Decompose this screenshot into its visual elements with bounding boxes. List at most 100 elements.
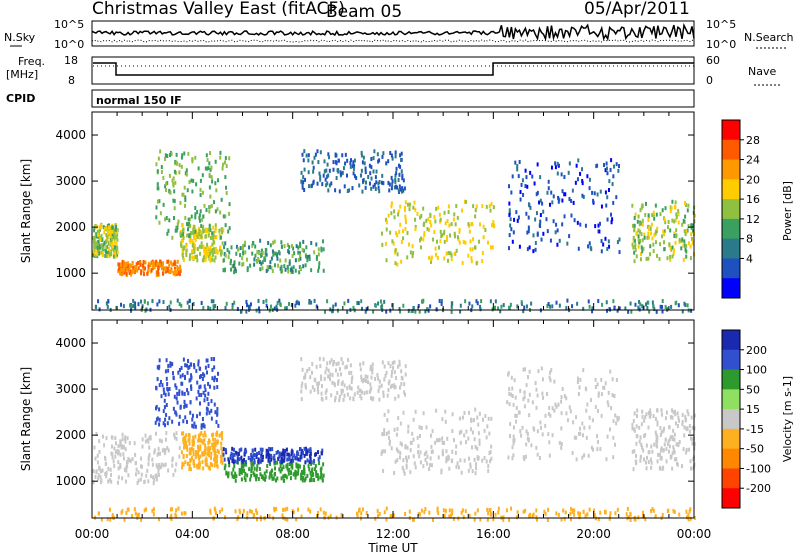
data-cell xyxy=(178,414,181,419)
data-cell xyxy=(489,245,492,250)
data-cell xyxy=(404,372,407,377)
data-cell xyxy=(200,439,203,444)
data-cell xyxy=(265,448,268,453)
data-cell xyxy=(265,252,268,257)
data-cell xyxy=(341,388,344,393)
data-cell xyxy=(147,479,150,484)
data-cell xyxy=(528,245,531,250)
data-cell xyxy=(673,432,676,437)
data-cell xyxy=(551,433,554,438)
data-cell xyxy=(522,367,525,372)
data-cell xyxy=(684,243,687,248)
data-cell xyxy=(162,300,165,305)
data-cell xyxy=(506,400,509,405)
data-cell xyxy=(510,190,513,195)
data-cell xyxy=(328,168,331,173)
data-cell xyxy=(475,299,478,304)
data-cell xyxy=(386,418,389,423)
data-cell xyxy=(313,458,316,463)
data-cell xyxy=(184,376,187,381)
data-cell xyxy=(335,362,338,367)
data-cell xyxy=(239,246,242,251)
data-cell xyxy=(468,456,471,461)
data-cell xyxy=(204,450,207,455)
data-cell xyxy=(167,259,170,264)
data-cell xyxy=(534,381,537,386)
freq-label-line1: Freq. xyxy=(18,55,45,68)
data-cell xyxy=(389,151,392,156)
data-cell xyxy=(546,517,549,522)
data-cell xyxy=(142,264,145,269)
data-cell xyxy=(238,508,241,513)
data-cell xyxy=(313,377,316,382)
data-cell xyxy=(171,362,174,367)
data-cell xyxy=(286,466,289,471)
data-cell xyxy=(204,458,207,463)
data-cell xyxy=(524,183,527,188)
data-cell xyxy=(543,509,546,514)
data-cell xyxy=(276,476,279,481)
data-cell xyxy=(404,511,407,516)
data-cell xyxy=(122,268,125,273)
data-cell xyxy=(158,264,161,269)
data-cell xyxy=(532,233,535,238)
data-cell xyxy=(233,300,236,305)
data-cell xyxy=(216,377,219,382)
data-cell xyxy=(448,223,451,228)
data-cell xyxy=(317,252,320,257)
data-cell xyxy=(301,367,304,372)
data-cell xyxy=(672,251,675,256)
data-cell xyxy=(206,358,209,363)
data-cell xyxy=(318,261,321,266)
data-cell xyxy=(93,236,96,241)
data-cell xyxy=(259,472,262,477)
data-cell xyxy=(646,224,649,229)
data-cell xyxy=(541,391,544,396)
data-cell xyxy=(411,431,414,436)
data-cell xyxy=(400,369,403,374)
data-cell xyxy=(684,232,687,237)
data-cell xyxy=(158,358,161,363)
data-cell xyxy=(652,304,655,309)
data-cell xyxy=(551,200,554,205)
data-cell xyxy=(221,436,224,441)
data-cell xyxy=(228,156,231,161)
data-cell xyxy=(174,180,177,185)
data-cell xyxy=(613,305,616,310)
data-cell xyxy=(685,244,688,249)
data-cell xyxy=(188,256,191,261)
data-cell xyxy=(99,469,102,474)
data-cell xyxy=(644,212,647,217)
data-cell xyxy=(208,453,211,458)
data-cell xyxy=(182,437,185,442)
data-cell xyxy=(187,461,190,466)
data-cell xyxy=(463,411,466,416)
data-cell xyxy=(508,212,511,217)
data-cell xyxy=(681,419,684,424)
data-cell xyxy=(487,468,490,473)
data-cell xyxy=(203,373,206,378)
data-cell xyxy=(293,251,296,256)
data-cell xyxy=(547,179,550,184)
data-cell xyxy=(178,389,181,394)
data-cell xyxy=(158,220,161,225)
data-cell xyxy=(652,508,655,513)
data-cell xyxy=(204,365,207,370)
data-cell xyxy=(597,393,600,398)
data-cell xyxy=(308,460,311,465)
data-cell xyxy=(318,381,321,386)
data-cell xyxy=(209,255,212,260)
data-cell xyxy=(202,466,205,471)
data-cell xyxy=(269,260,272,265)
data-cell xyxy=(111,226,114,231)
data-cell xyxy=(636,219,639,224)
data-cell xyxy=(474,245,477,250)
data-cell xyxy=(400,381,403,386)
data-cell xyxy=(190,457,193,462)
data-cell xyxy=(206,370,209,375)
data-cell xyxy=(227,229,230,234)
data-cell xyxy=(297,471,300,476)
data-cell xyxy=(202,440,205,445)
data-cell xyxy=(320,246,323,251)
